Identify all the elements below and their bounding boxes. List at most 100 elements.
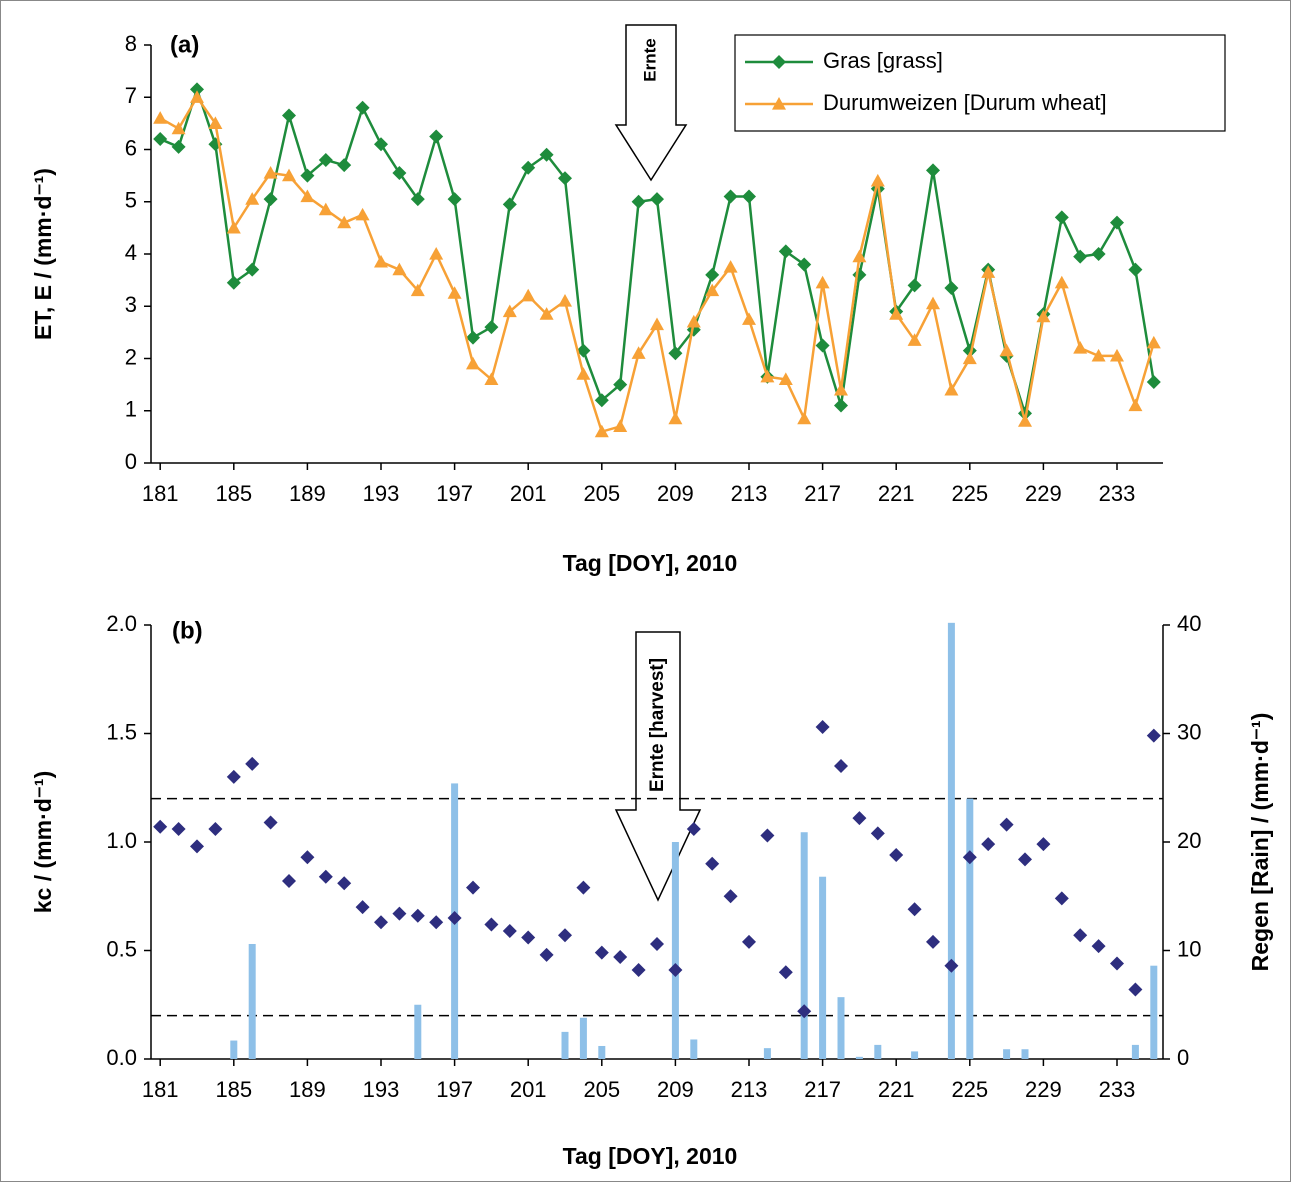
data-point [355, 900, 370, 915]
data-point [410, 192, 425, 207]
x-axis-label: Tag [DOY], 2010 [563, 550, 738, 576]
rain-bar [414, 1004, 422, 1059]
data-point [613, 377, 628, 392]
data-point [1073, 341, 1088, 354]
x-tick-label: 221 [878, 1077, 915, 1102]
y-axis-label: ET, E / (mm·d⁻¹) [30, 168, 56, 340]
data-point [558, 928, 572, 943]
x-tick-label: 181 [142, 1077, 179, 1102]
x-tick-label: 205 [583, 1077, 620, 1102]
data-point [907, 278, 922, 293]
data-point [466, 356, 480, 370]
data-point [171, 139, 186, 154]
x-tick-label: 217 [804, 481, 841, 506]
data-point [484, 320, 499, 335]
data-point [742, 312, 756, 325]
y2-tick-label: 20 [1177, 828, 1201, 853]
x-tick-label: 185 [215, 1077, 252, 1102]
data-point [870, 173, 885, 187]
data-point [852, 811, 867, 826]
x-tick-label: 193 [363, 481, 400, 506]
data-point [282, 874, 296, 889]
data-point [318, 152, 333, 167]
data-point [355, 100, 370, 115]
data-point [337, 215, 352, 229]
rain-bar [874, 1044, 882, 1059]
data-point [962, 850, 977, 865]
data-point [245, 262, 260, 277]
data-point [300, 168, 315, 183]
y-tick-label: 4 [125, 240, 137, 265]
data-point [245, 192, 260, 205]
data-point [1110, 956, 1124, 971]
rain-bar [1003, 1049, 1011, 1059]
data-point [1146, 375, 1161, 390]
data-point [834, 398, 848, 413]
data-point [539, 147, 554, 162]
data-point [613, 419, 628, 433]
data-point [944, 958, 959, 973]
y-tick-label: 0 [125, 449, 137, 474]
data-point [889, 307, 904, 320]
data-point [337, 158, 352, 173]
y2-axis-label: Regen [Rain] / (mm·d⁻¹) [1247, 713, 1273, 972]
data-point [153, 132, 168, 147]
x-tick-label: 221 [878, 481, 915, 506]
data-point [760, 369, 775, 383]
y2-tick-label: 0 [1177, 1045, 1189, 1070]
data-point [594, 424, 609, 438]
y2-tick-label: 40 [1177, 611, 1201, 636]
data-point [429, 247, 444, 260]
data-point [1146, 728, 1161, 743]
data-point [539, 307, 554, 320]
data-point [1146, 335, 1161, 349]
data-point [153, 111, 168, 124]
y-tick-label: 8 [125, 31, 137, 56]
data-point [907, 902, 922, 917]
data-point [208, 821, 223, 836]
data-point [1128, 982, 1143, 997]
y-tick-label: 6 [125, 135, 137, 160]
x-tick-label: 233 [1099, 1077, 1136, 1102]
data-point [392, 906, 407, 921]
rain-bar [966, 798, 974, 1059]
x-tick-label: 201 [510, 481, 547, 506]
data-point [484, 372, 499, 385]
data-point [981, 837, 996, 852]
x-tick-label: 205 [583, 481, 620, 506]
x-tick-label: 225 [951, 481, 988, 506]
data-point [429, 915, 444, 930]
data-point [484, 917, 499, 932]
y-tick-label: 5 [125, 188, 137, 213]
x-tick-label: 229 [1025, 481, 1062, 506]
x-tick-label: 209 [657, 481, 694, 506]
rain-bar [230, 1040, 238, 1059]
data-point [1018, 852, 1032, 867]
data-point [797, 411, 812, 425]
data-point [815, 719, 830, 734]
y2-tick-label: 30 [1177, 719, 1201, 744]
data-point [926, 163, 940, 178]
data-point [502, 197, 517, 212]
data-point [631, 963, 646, 978]
x-tick-label: 217 [804, 1077, 841, 1102]
data-point [650, 192, 664, 207]
x-tick-label: 213 [731, 1077, 768, 1102]
data-point [558, 294, 572, 307]
data-point [778, 965, 793, 980]
legend-box [734, 34, 1226, 132]
data-point [466, 880, 480, 895]
y-tick-label: 0.5 [106, 936, 137, 961]
data-point [466, 330, 480, 345]
x-tick-label: 225 [951, 1077, 988, 1102]
data-point [263, 192, 278, 207]
x-axis-label: Tag [DOY], 2010 [563, 1143, 738, 1169]
x-tick-label: 185 [215, 481, 252, 506]
harvest-arrow [614, 631, 702, 902]
rain-bar [1021, 1049, 1029, 1059]
data-point [447, 192, 462, 207]
data-point [834, 759, 848, 774]
data-point [797, 257, 812, 272]
data-point [263, 815, 278, 830]
